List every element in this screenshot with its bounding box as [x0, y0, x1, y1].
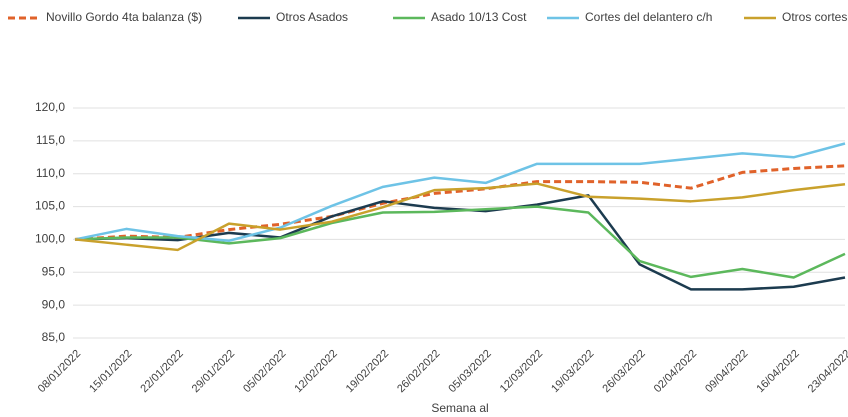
x-tick-label: 05/02/2022	[241, 348, 288, 395]
x-tick-label: 09/04/2022	[703, 348, 750, 395]
x-tick-label: 19/03/2022	[549, 348, 596, 395]
y-tick-label: 115,0	[36, 133, 65, 147]
x-axis-title: Semana al	[431, 401, 488, 415]
legend-label: Asado 10/13 Cost	[431, 10, 527, 24]
series-line	[74, 164, 846, 241]
y-tick-label: 95,0	[42, 264, 66, 278]
x-tick-label: 16/04/2022	[754, 348, 801, 395]
x-tick-label: 08/01/2022	[36, 348, 83, 395]
y-tick-label: 90,0	[42, 297, 66, 311]
x-tick-label: 23/04/2022	[806, 348, 848, 395]
y-tick-label: 120,0	[35, 100, 65, 114]
legend-label: Novillo Gordo 4ta balanza ($)	[46, 10, 202, 24]
y-tick-label: 105,0	[35, 199, 65, 213]
x-tick-label: 26/02/2022	[395, 348, 442, 395]
x-tick-label: 12/02/2022	[292, 348, 339, 395]
legend-label: Otros cortes	[782, 10, 847, 24]
x-tick-label: 15/01/2022	[87, 348, 134, 395]
series-line	[74, 182, 846, 252]
series-line	[74, 205, 846, 279]
legend-label: Otros Asados	[276, 10, 348, 24]
y-tick-label: 100,0	[35, 232, 65, 246]
x-tick-label: 26/03/2022	[600, 348, 647, 395]
x-tick-label: 22/01/2022	[138, 348, 185, 395]
y-tick-label: 110,0	[36, 166, 65, 180]
series-line	[74, 142, 846, 242]
x-tick-label: 05/03/2022	[446, 348, 493, 395]
x-tick-label: 19/02/2022	[344, 348, 391, 395]
x-tick-label: 12/03/2022	[498, 348, 545, 395]
legend-label: Cortes del delantero c/h	[585, 10, 712, 24]
x-tick-label: 29/01/2022	[190, 348, 237, 395]
y-tick-label: 85,0	[42, 330, 66, 344]
x-tick-label: 02/04/2022	[652, 348, 699, 395]
